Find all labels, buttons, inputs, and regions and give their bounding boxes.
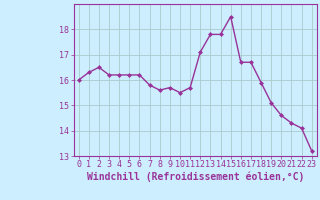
X-axis label: Windchill (Refroidissement éolien,°C): Windchill (Refroidissement éolien,°C)	[86, 172, 304, 182]
